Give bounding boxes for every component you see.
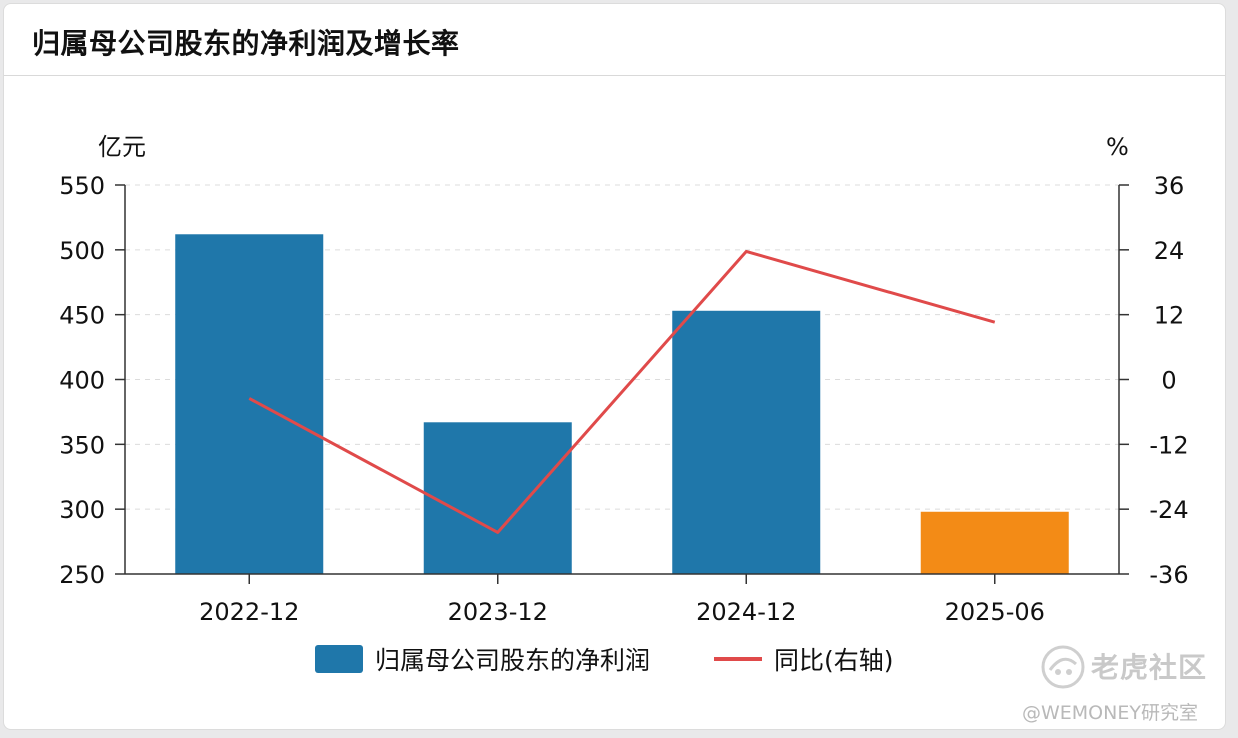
right-tick-label: 0 bbox=[1161, 367, 1176, 395]
right-tick-label: -12 bbox=[1149, 431, 1188, 459]
legend-label-line: 同比(右轴) bbox=[774, 646, 894, 675]
line-series bbox=[248, 249, 996, 534]
right-tick-label: 12 bbox=[1154, 302, 1185, 330]
x-tick-label: 2023-12 bbox=[448, 598, 548, 626]
tiger-logo-icon bbox=[1041, 645, 1085, 689]
watermark-brand: 老虎社区 bbox=[1091, 651, 1208, 684]
bar-series bbox=[175, 234, 1069, 575]
right-tick-label: -36 bbox=[1149, 561, 1188, 589]
right-axis-unit: % bbox=[1106, 133, 1129, 161]
left-tick-label: 450 bbox=[59, 302, 105, 330]
bar bbox=[920, 511, 1069, 574]
right-tick-label: -24 bbox=[1149, 496, 1188, 524]
watermark-source: @WEMONEY研究室 bbox=[1022, 702, 1198, 724]
x-tick-label: 2022-12 bbox=[199, 598, 299, 626]
growth-line bbox=[248, 249, 996, 534]
legend-swatch-bar bbox=[315, 645, 363, 673]
bar bbox=[423, 422, 572, 574]
legend-label-bar: 归属母公司股东的净利润 bbox=[375, 646, 650, 675]
chart-title: 归属母公司股东的净利润及增长率 bbox=[32, 27, 460, 60]
left-tick-label: 400 bbox=[59, 367, 105, 395]
left-axis-unit: 亿元 bbox=[98, 133, 146, 161]
x-tick-label: 2024-12 bbox=[696, 598, 796, 626]
x-tick-label: 2025-06 bbox=[945, 598, 1045, 626]
right-tick-label: 36 bbox=[1154, 172, 1185, 200]
left-tick-label: 550 bbox=[59, 172, 105, 200]
right-tick-label: 24 bbox=[1154, 237, 1185, 265]
bar bbox=[672, 310, 821, 574]
left-tick-label: 350 bbox=[59, 431, 105, 459]
axes: 550 500 450 400 350 300 250 36 24 12 0 -12 -24 -36 202… bbox=[59, 133, 1188, 626]
legend: 归属母公司股东的净利润 同比(右轴) bbox=[315, 645, 894, 675]
left-tick-label: 500 bbox=[59, 237, 105, 265]
left-tick-label: 250 bbox=[59, 561, 105, 589]
card-header: 归属母公司股东的净利润及增长率 bbox=[4, 4, 1225, 76]
left-tick-label: 300 bbox=[59, 496, 105, 524]
bar bbox=[175, 234, 324, 575]
